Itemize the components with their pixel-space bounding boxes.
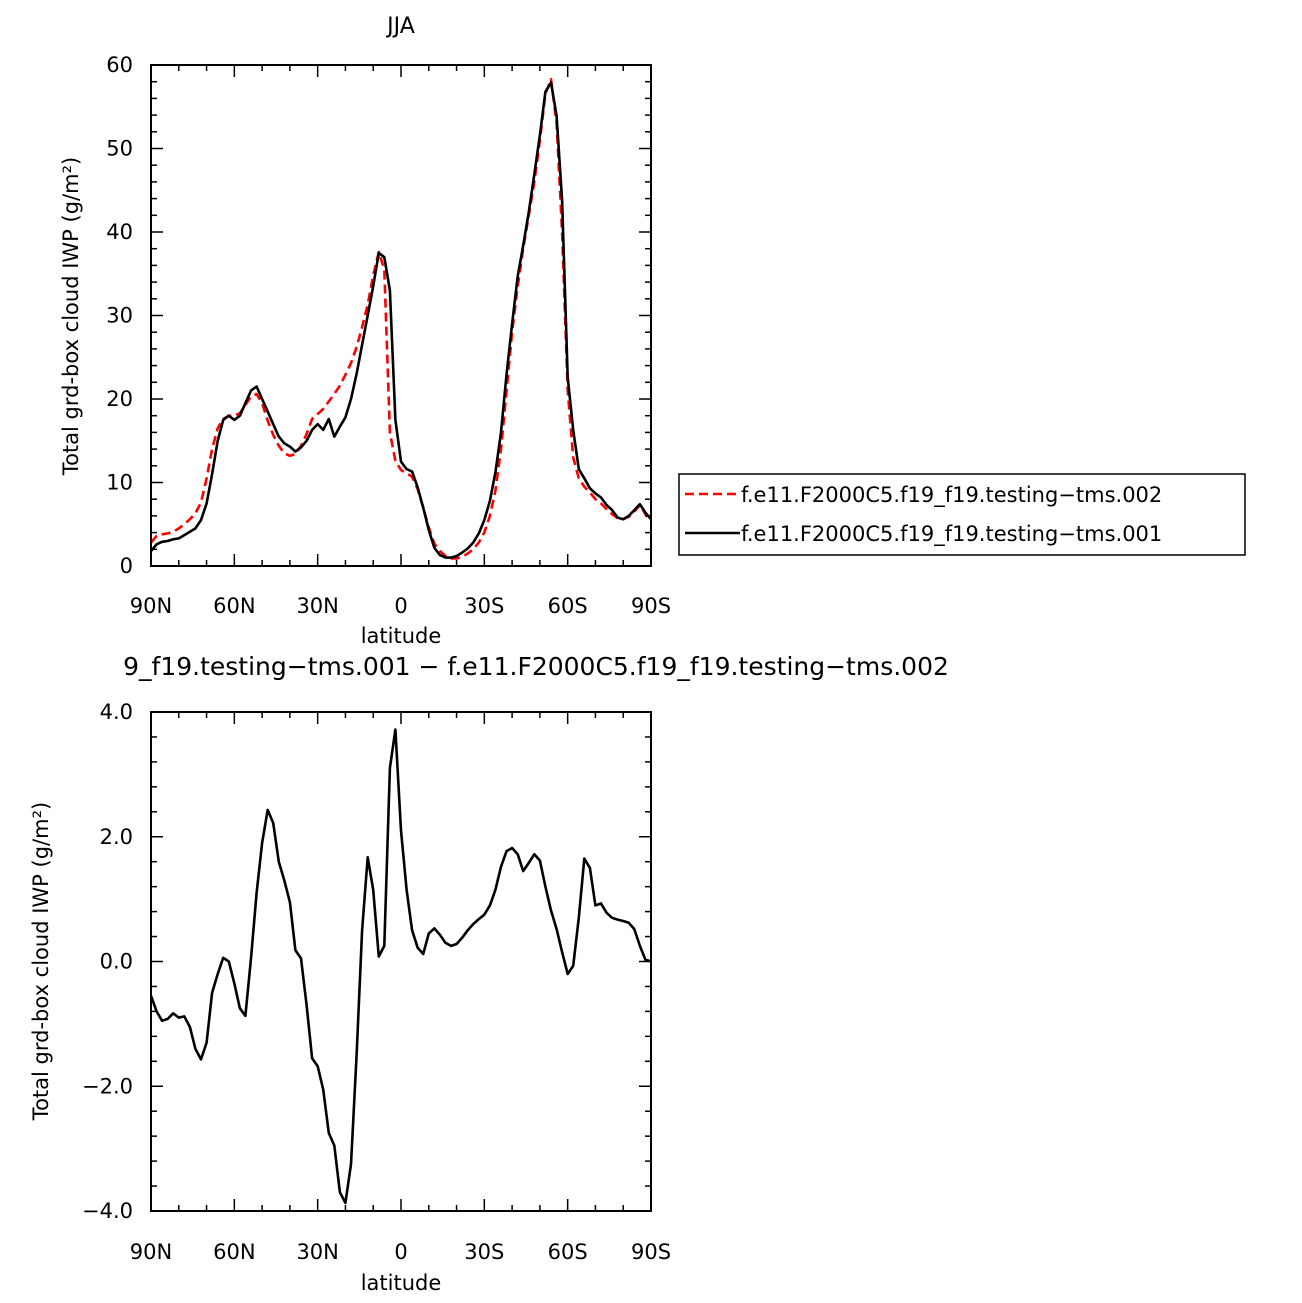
bottom-chart-panel: 9_f19.testing−tms.001 − f.e11.F2000C5.f1…	[29, 652, 949, 1295]
top-chart-ylabel: Total grd-box cloud IWP (g/m²)	[59, 157, 83, 476]
bottom-x-tick-label: 30S	[464, 1240, 504, 1264]
legend-label-series-001: f.e11.F2000C5.f19_f19.testing−tms.001	[741, 522, 1162, 547]
top-chart-xlabel: latitude	[361, 624, 442, 648]
bottom-x-tick-label: 90N	[130, 1240, 172, 1264]
bottom-chart-xlabel: latitude	[361, 1271, 442, 1295]
bottom-x-tick-label: 0	[394, 1240, 407, 1264]
top-chart-panel: JJA Total grd-box cloud IWP (g/m²) latit…	[59, 14, 671, 648]
bottom-chart-title: 9_f19.testing−tms.001 − f.e11.F2000C5.f1…	[123, 652, 949, 681]
top-chart-frame	[150, 64, 652, 567]
bottom-y-tick-label: 4.0	[100, 700, 133, 724]
bottom-y-tick-label: −2.0	[82, 1074, 133, 1098]
bottom-x-tick-label: 60S	[548, 1240, 588, 1264]
top-x-tick-label: 0	[394, 594, 407, 618]
top-chart-title: JJA	[385, 14, 415, 39]
bottom-x-tick-label: 60N	[213, 1240, 255, 1264]
top-series-line-0	[150, 77, 652, 560]
legend-box	[678, 473, 1246, 556]
bottom-chart-ylabel: Total grd-box cloud IWP (g/m²)	[29, 802, 53, 1121]
top-y-tick-label: 60	[106, 53, 133, 77]
bottom-x-tick-label: 30N	[296, 1240, 338, 1264]
top-series-line-1	[150, 81, 652, 559]
top-x-tick-label: 90N	[130, 594, 172, 618]
bottom-x-tick-label: 90S	[631, 1240, 671, 1264]
top-x-tick-label: 60N	[213, 594, 255, 618]
legend: f.e11.F2000C5.f19_f19.testing−tms.002 f.…	[678, 473, 1246, 556]
top-y-tick-label: 20	[106, 387, 133, 411]
top-y-tick-label: 0	[120, 554, 133, 578]
bottom-series-line-0	[149, 728, 652, 1205]
legend-label-series-002: f.e11.F2000C5.f19_f19.testing−tms.002	[741, 483, 1162, 508]
top-y-tick-label: 30	[106, 304, 133, 328]
bottom-y-tick-label: 0.0	[100, 950, 133, 974]
bottom-y-tick-label: −4.0	[82, 1199, 133, 1223]
top-x-tick-label: 30S	[464, 594, 504, 618]
top-y-tick-label: 40	[106, 220, 133, 244]
top-y-tick-label: 10	[106, 471, 133, 495]
top-x-tick-label: 60S	[548, 594, 588, 618]
top-x-tick-label: 30N	[296, 594, 338, 618]
top-y-tick-label: 50	[106, 137, 133, 161]
bottom-chart-frame	[150, 711, 652, 1212]
bottom-y-tick-label: 2.0	[100, 825, 133, 849]
top-x-tick-label: 90S	[631, 594, 671, 618]
